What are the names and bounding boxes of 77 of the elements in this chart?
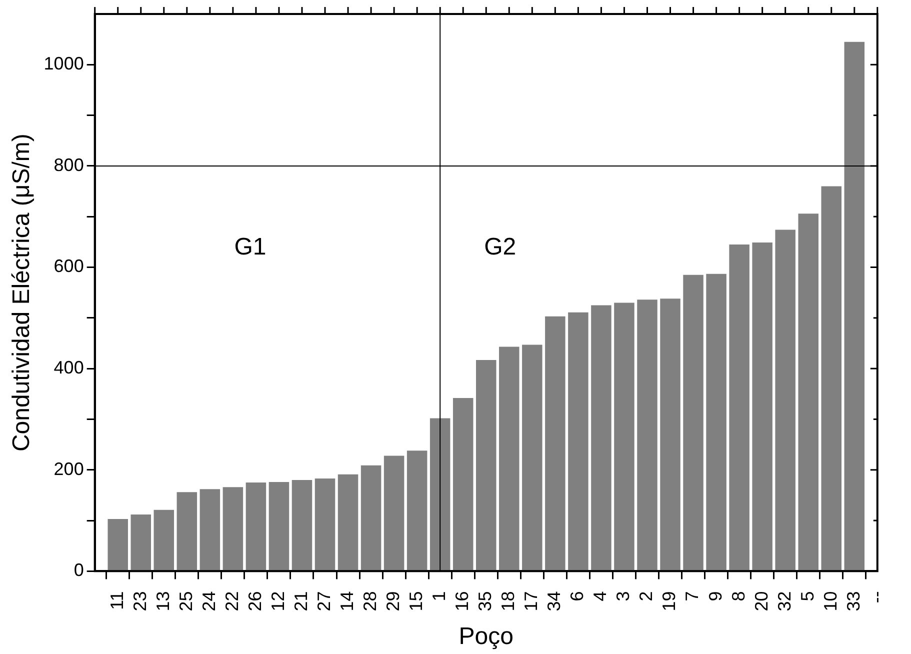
x-tick-label: --: [866, 591, 886, 604]
bar: [706, 274, 726, 570]
bar: [314, 478, 336, 570]
y-tick-label: 600: [54, 256, 84, 276]
bar: [798, 214, 818, 570]
x-tick-label: 33: [843, 591, 864, 612]
y-tick-label: 200: [54, 458, 84, 479]
x-tick-label: 27: [314, 591, 334, 612]
bar: [683, 274, 704, 570]
x-tick-label: 17: [521, 591, 542, 612]
y-tick-label: 400: [54, 358, 84, 378]
x-tick-label: 25: [176, 591, 196, 612]
x-tick-label: 7: [682, 591, 702, 602]
bar: [637, 300, 658, 570]
x-tick-label: 4: [590, 591, 610, 602]
bar: [660, 298, 680, 570]
bar: [200, 489, 220, 570]
bar: [292, 480, 312, 570]
x-axis-title: Poço: [458, 623, 514, 650]
x-tick-label: 6: [567, 591, 588, 602]
bar: [176, 492, 198, 570]
bar: [406, 450, 428, 570]
bar: [522, 344, 542, 570]
bar: [476, 360, 496, 570]
x-tick-label: 21: [290, 591, 311, 612]
bar: [568, 312, 588, 570]
x-tick-label: 5: [797, 591, 818, 602]
annotation: G1: [234, 234, 266, 261]
bar: [246, 482, 266, 570]
bar: [752, 242, 772, 570]
x-tick-label: 15: [406, 591, 426, 612]
x-tick-label: 8: [728, 591, 748, 602]
x-tick-label: 32: [774, 591, 794, 612]
x-tick-label: 24: [198, 591, 219, 612]
x-tick-label: 11: [106, 591, 127, 610]
x-tick-label: 10: [820, 591, 840, 612]
x-tick-label: 14: [336, 591, 357, 612]
bar: [154, 510, 174, 570]
x-tick-label: 28: [360, 591, 380, 612]
bar: [222, 487, 244, 570]
x-tick-label: 19: [659, 591, 680, 612]
y-tick-label: 800: [54, 154, 84, 175]
bar: [130, 514, 152, 570]
x-tick-label: 12: [268, 591, 288, 612]
x-tick-label: 3: [613, 591, 634, 602]
x-tick-label: 18: [498, 591, 518, 612]
bar: [499, 346, 520, 570]
x-tick-label: 23: [130, 591, 150, 612]
y-tick-label: 0: [74, 560, 84, 580]
bar: [268, 482, 290, 570]
bar: [591, 305, 612, 570]
bar: [360, 465, 382, 570]
x-tick-label: 34: [544, 591, 564, 612]
y-tick-label: 1000: [44, 54, 84, 74]
x-tick-label: 2: [636, 591, 656, 602]
bar: [430, 418, 450, 570]
x-tick-label: 16: [452, 591, 472, 612]
x-tick-label: 29: [383, 591, 404, 612]
bar: [821, 186, 842, 570]
x-tick-label: 35: [475, 591, 496, 612]
bar: [452, 398, 474, 570]
x-tick-label: 26: [244, 591, 265, 612]
bar: [614, 302, 634, 570]
x-tick-label: 13: [152, 591, 173, 612]
x-tick-label: 9: [705, 591, 726, 602]
bar: [729, 244, 750, 570]
bar: [844, 42, 865, 570]
y-axis-title: Condutividad Eléctrica (μS/m): [8, 134, 36, 452]
bar: [338, 474, 358, 570]
x-tick-label: 1: [429, 591, 450, 602]
bar: [545, 316, 566, 570]
x-tick-label: 22: [222, 591, 242, 612]
bar: [384, 456, 404, 570]
bar: [108, 519, 128, 570]
bar: [775, 230, 796, 570]
x-tick-label: 20: [751, 591, 772, 612]
annotation: G2: [484, 234, 516, 261]
